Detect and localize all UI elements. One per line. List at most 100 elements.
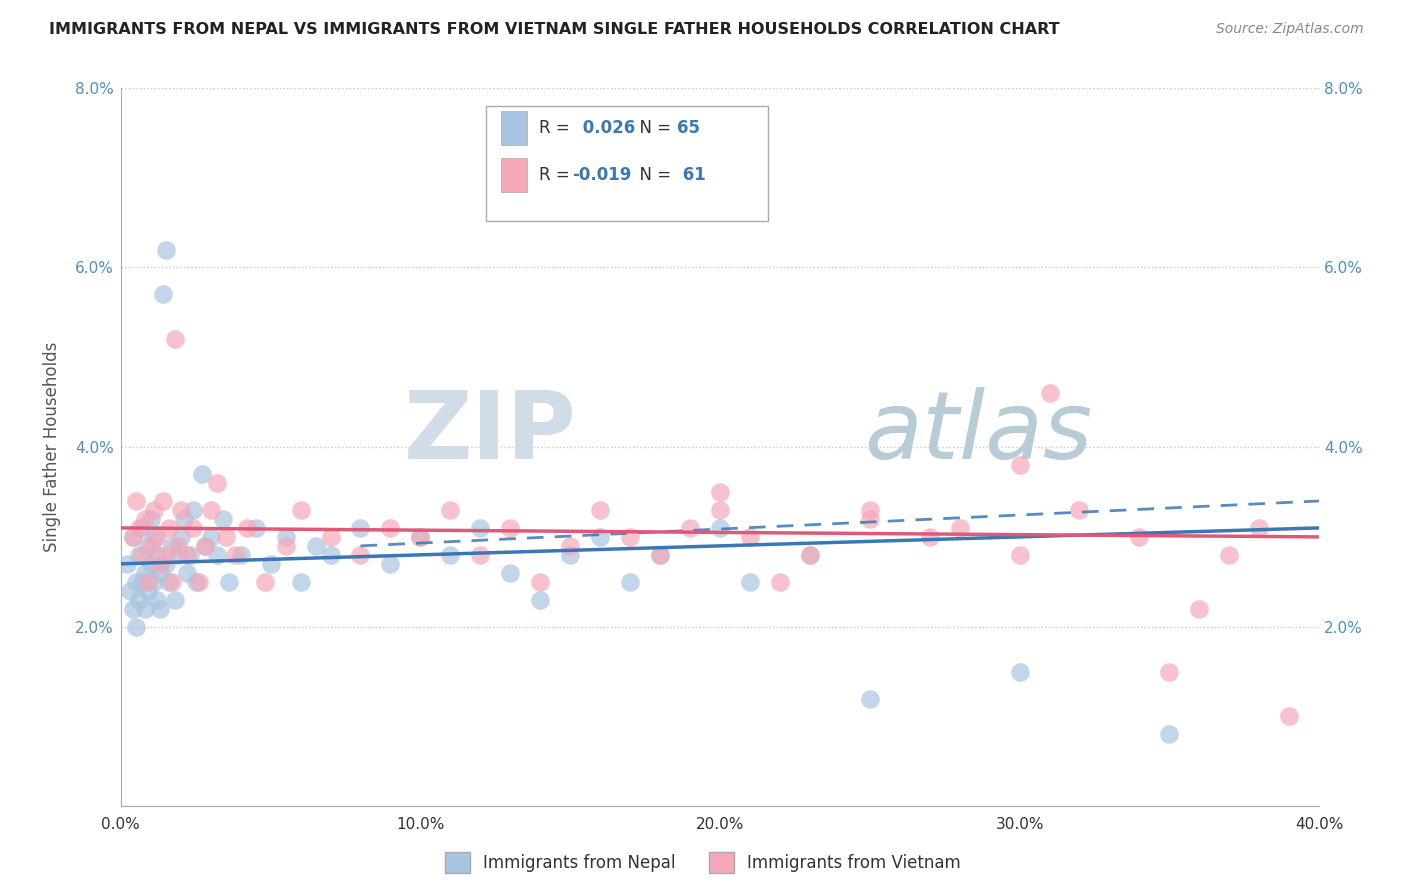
Point [190, 467, 212, 481]
Point [439, 548, 461, 562]
Point [121, 601, 143, 615]
Point [224, 548, 246, 562]
Point [439, 503, 461, 517]
Point [170, 530, 193, 544]
Point [181, 521, 204, 535]
Y-axis label: Single Father Households: Single Father Households [44, 342, 60, 552]
Point [155, 557, 177, 571]
Point [560, 548, 582, 562]
Point [121, 530, 143, 544]
Text: ZIP: ZIP [404, 387, 576, 479]
Point [131, 574, 153, 589]
Point [799, 548, 821, 562]
Point [1008, 665, 1031, 679]
Text: R =: R = [538, 166, 575, 184]
Point [380, 557, 402, 571]
Point [149, 557, 172, 571]
Bar [501, 158, 527, 192]
Point [121, 530, 143, 544]
Point [152, 287, 174, 301]
Point [205, 475, 228, 490]
Point [529, 574, 551, 589]
Point [949, 521, 972, 535]
Text: 61: 61 [676, 166, 706, 184]
Text: 0.026: 0.026 [578, 120, 636, 137]
Point [155, 548, 177, 562]
Point [200, 530, 222, 544]
Point [229, 548, 252, 562]
Bar [501, 111, 527, 145]
Point [918, 530, 941, 544]
Point [769, 574, 792, 589]
Point [194, 539, 217, 553]
Point [349, 548, 371, 562]
Point [146, 592, 169, 607]
Point [1008, 458, 1031, 472]
Point [134, 512, 156, 526]
Point [859, 691, 882, 706]
Point [152, 494, 174, 508]
Point [134, 601, 156, 615]
Point [235, 521, 257, 535]
Point [136, 583, 159, 598]
Point [290, 574, 312, 589]
Point [1008, 548, 1031, 562]
Point [128, 548, 150, 562]
Point [149, 601, 172, 615]
Point [163, 332, 186, 346]
Text: Source: ZipAtlas.com: Source: ZipAtlas.com [1216, 22, 1364, 37]
Legend: Immigrants from Nepal, Immigrants from Vietnam: Immigrants from Nepal, Immigrants from V… [439, 846, 967, 880]
Text: -0.019: -0.019 [572, 166, 631, 184]
Point [1128, 530, 1150, 544]
Point [1069, 503, 1091, 517]
Point [134, 566, 156, 580]
Point [409, 530, 432, 544]
Point [679, 521, 702, 535]
Text: N =: N = [628, 120, 676, 137]
Point [1038, 386, 1060, 401]
Point [187, 574, 209, 589]
Point [499, 521, 522, 535]
Point [470, 548, 492, 562]
Point [349, 521, 371, 535]
Point [160, 574, 183, 589]
Point [709, 503, 731, 517]
Point [380, 521, 402, 535]
Point [319, 530, 342, 544]
Text: N =: N = [628, 166, 676, 184]
Point [166, 539, 188, 553]
Point [163, 592, 186, 607]
Point [218, 574, 240, 589]
Point [128, 521, 150, 535]
Point [139, 557, 162, 571]
Point [131, 548, 153, 562]
Text: IMMIGRANTS FROM NEPAL VS IMMIGRANTS FROM VIETNAM SINGLE FATHER HOUSEHOLDS CORREL: IMMIGRANTS FROM NEPAL VS IMMIGRANTS FROM… [49, 22, 1060, 37]
Point [194, 539, 217, 553]
Point [179, 548, 201, 562]
Text: atlas: atlas [863, 387, 1092, 478]
Point [125, 574, 148, 589]
Point [274, 530, 297, 544]
Point [142, 503, 165, 517]
Point [738, 574, 761, 589]
Point [125, 620, 148, 634]
Point [1188, 601, 1211, 615]
Point [125, 494, 148, 508]
Point [560, 539, 582, 553]
Point [799, 548, 821, 562]
Point [181, 503, 204, 517]
Point [1249, 521, 1271, 535]
Point [131, 521, 153, 535]
Point [245, 521, 267, 535]
Point [859, 503, 882, 517]
Point [589, 530, 612, 544]
Point [274, 539, 297, 553]
Point [136, 539, 159, 553]
Point [1159, 665, 1181, 679]
Point [738, 530, 761, 544]
Point [142, 574, 165, 589]
Point [157, 521, 180, 535]
Point [142, 530, 165, 544]
Point [176, 566, 198, 580]
Point [146, 530, 169, 544]
